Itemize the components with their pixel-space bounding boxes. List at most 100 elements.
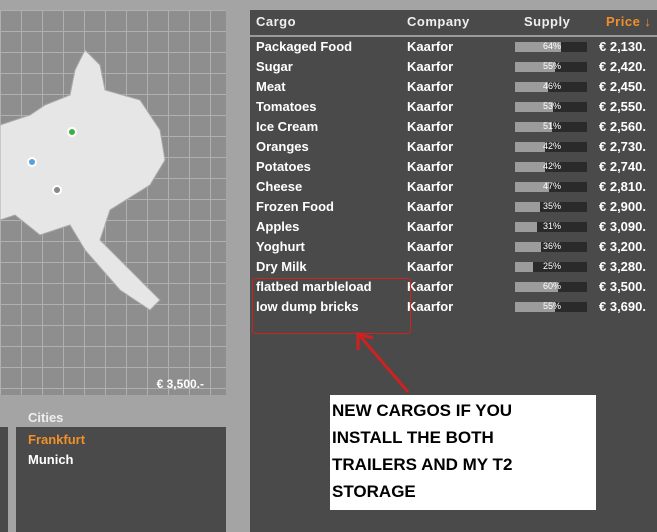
table-row[interactable]: Oranges Kaarfor 42% € 2,730. xyxy=(250,137,657,157)
cargo-name: Yoghurt xyxy=(256,239,305,254)
supply-fill xyxy=(515,162,546,172)
company-name: Kaarfor xyxy=(407,139,454,154)
cargo-name: Tomatoes xyxy=(256,99,317,114)
price: € 2,730. xyxy=(599,139,646,154)
cargo-name: Cheese xyxy=(256,179,303,194)
price: € 3,690. xyxy=(599,299,646,314)
supply-fill xyxy=(515,282,559,292)
supply-fill xyxy=(515,142,546,152)
company-name: Kaarfor xyxy=(407,39,454,54)
price: € 3,090. xyxy=(599,219,646,234)
cargo-name: Apples xyxy=(256,219,300,234)
cities-label: Cities xyxy=(28,410,64,425)
table-row[interactable]: Frozen Food Kaarfor 35% € 2,900. xyxy=(250,197,657,217)
supply-bar: 53% xyxy=(515,101,587,112)
header-price[interactable]: Price ↓ xyxy=(606,14,652,29)
table-row[interactable]: flatbed marbleload Kaarfor 60% € 3,500. xyxy=(250,277,657,297)
supply-fill xyxy=(515,182,549,192)
supply-label: 55% xyxy=(543,61,562,71)
cargo-name: Ice Cream xyxy=(256,119,319,134)
supply-bar: 60% xyxy=(515,281,587,292)
table-row[interactable]: Dry Milk Kaarfor 25% € 3,280. xyxy=(250,257,657,277)
supply-label: 51% xyxy=(543,121,562,131)
city-item-frankfurt[interactable]: Frankfurt xyxy=(28,432,86,447)
table-row[interactable]: Sugar Kaarfor 55% € 2,420. xyxy=(250,57,657,77)
city-marker-munich[interactable] xyxy=(52,185,62,195)
cargo-name: Meat xyxy=(256,79,286,94)
header-supply[interactable]: Supply xyxy=(524,14,571,29)
header-divider xyxy=(250,35,657,37)
price: € 2,550. xyxy=(599,99,646,114)
supply-bar: 35% xyxy=(515,201,587,212)
supply-fill xyxy=(515,262,533,272)
cargo-name: low dump bricks xyxy=(256,299,359,314)
company-name: Kaarfor xyxy=(407,99,454,114)
supply-fill xyxy=(515,62,555,72)
supply-bar: 42% xyxy=(515,141,587,152)
map-view[interactable]: € 3,500.- xyxy=(0,10,226,395)
annotation-highlight-box xyxy=(252,278,411,334)
price: € 2,560. xyxy=(599,119,646,134)
supply-bar: 31% xyxy=(515,221,587,232)
europe-map xyxy=(0,49,166,311)
supply-fill xyxy=(515,202,541,212)
supply-bar: 64% xyxy=(515,41,587,52)
supply-fill xyxy=(515,102,554,112)
price: € 2,740. xyxy=(599,159,646,174)
cargo-name: Potatoes xyxy=(256,159,311,174)
price: € 2,810. xyxy=(599,179,646,194)
cargo-name: Frozen Food xyxy=(256,199,334,214)
header-company[interactable]: Company xyxy=(407,14,470,29)
price: € 2,130. xyxy=(599,39,646,54)
cargo-name: Packaged Food xyxy=(256,39,353,54)
company-name: Kaarfor xyxy=(407,239,454,254)
city-list: Frankfurt Munich xyxy=(16,427,226,532)
supply-label: 42% xyxy=(543,161,562,171)
table-row[interactable]: Cheese Kaarfor 47% € 2,810. xyxy=(250,177,657,197)
supply-label: 36% xyxy=(543,241,562,251)
supply-label: 25% xyxy=(543,261,562,271)
supply-label: 55% xyxy=(543,301,562,311)
cargo-name: flatbed marbleload xyxy=(256,279,372,294)
supply-fill xyxy=(515,82,549,92)
company-name: Kaarfor xyxy=(407,219,454,234)
company-name: Kaarfor xyxy=(407,259,454,274)
table-row[interactable]: low dump bricks Kaarfor 55% € 3,690. xyxy=(250,297,657,317)
supply-bar: 25% xyxy=(515,261,587,272)
table-row[interactable]: Yoghurt Kaarfor 36% € 3,200. xyxy=(250,237,657,257)
city-item-munich[interactable]: Munich xyxy=(28,452,74,467)
city-marker-frankfurt[interactable] xyxy=(27,157,37,167)
table-row[interactable]: Tomatoes Kaarfor 53% € 2,550. xyxy=(250,97,657,117)
table-row[interactable]: Ice Cream Kaarfor 51% € 2,560. xyxy=(250,117,657,137)
company-name: Kaarfor xyxy=(407,79,454,94)
table-row[interactable]: Potatoes Kaarfor 42% € 2,740. xyxy=(250,157,657,177)
price: € 2,420. xyxy=(599,59,646,74)
city-marker-green[interactable] xyxy=(67,127,77,137)
company-name: Kaarfor xyxy=(407,279,454,294)
price: € 3,200. xyxy=(599,239,646,254)
supply-bar: 55% xyxy=(515,301,587,312)
price: € 3,280. xyxy=(599,259,646,274)
supply-fill xyxy=(515,42,562,52)
company-name: Kaarfor xyxy=(407,119,454,134)
supply-bar: 47% xyxy=(515,181,587,192)
supply-label: 46% xyxy=(543,81,562,91)
scrollbar[interactable] xyxy=(0,427,8,532)
supply-label: 35% xyxy=(543,201,562,211)
table-row[interactable]: Packaged Food Kaarfor 64% € 2,130. xyxy=(250,37,657,57)
cargo-name: Oranges xyxy=(256,139,309,154)
company-name: Kaarfor xyxy=(407,299,454,314)
supply-fill xyxy=(515,242,541,252)
header-cargo[interactable]: Cargo xyxy=(256,14,297,29)
supply-label: 64% xyxy=(543,41,562,51)
cargo-name: Dry Milk xyxy=(256,259,307,274)
supply-fill xyxy=(515,122,552,132)
table-row[interactable]: Meat Kaarfor 46% € 2,450. xyxy=(250,77,657,97)
supply-bar: 42% xyxy=(515,161,587,172)
supply-label: 60% xyxy=(543,281,562,291)
company-name: Kaarfor xyxy=(407,199,454,214)
supply-label: 47% xyxy=(543,181,562,191)
price: € 3,500. xyxy=(599,279,646,294)
table-row[interactable]: Apples Kaarfor 31% € 3,090. xyxy=(250,217,657,237)
